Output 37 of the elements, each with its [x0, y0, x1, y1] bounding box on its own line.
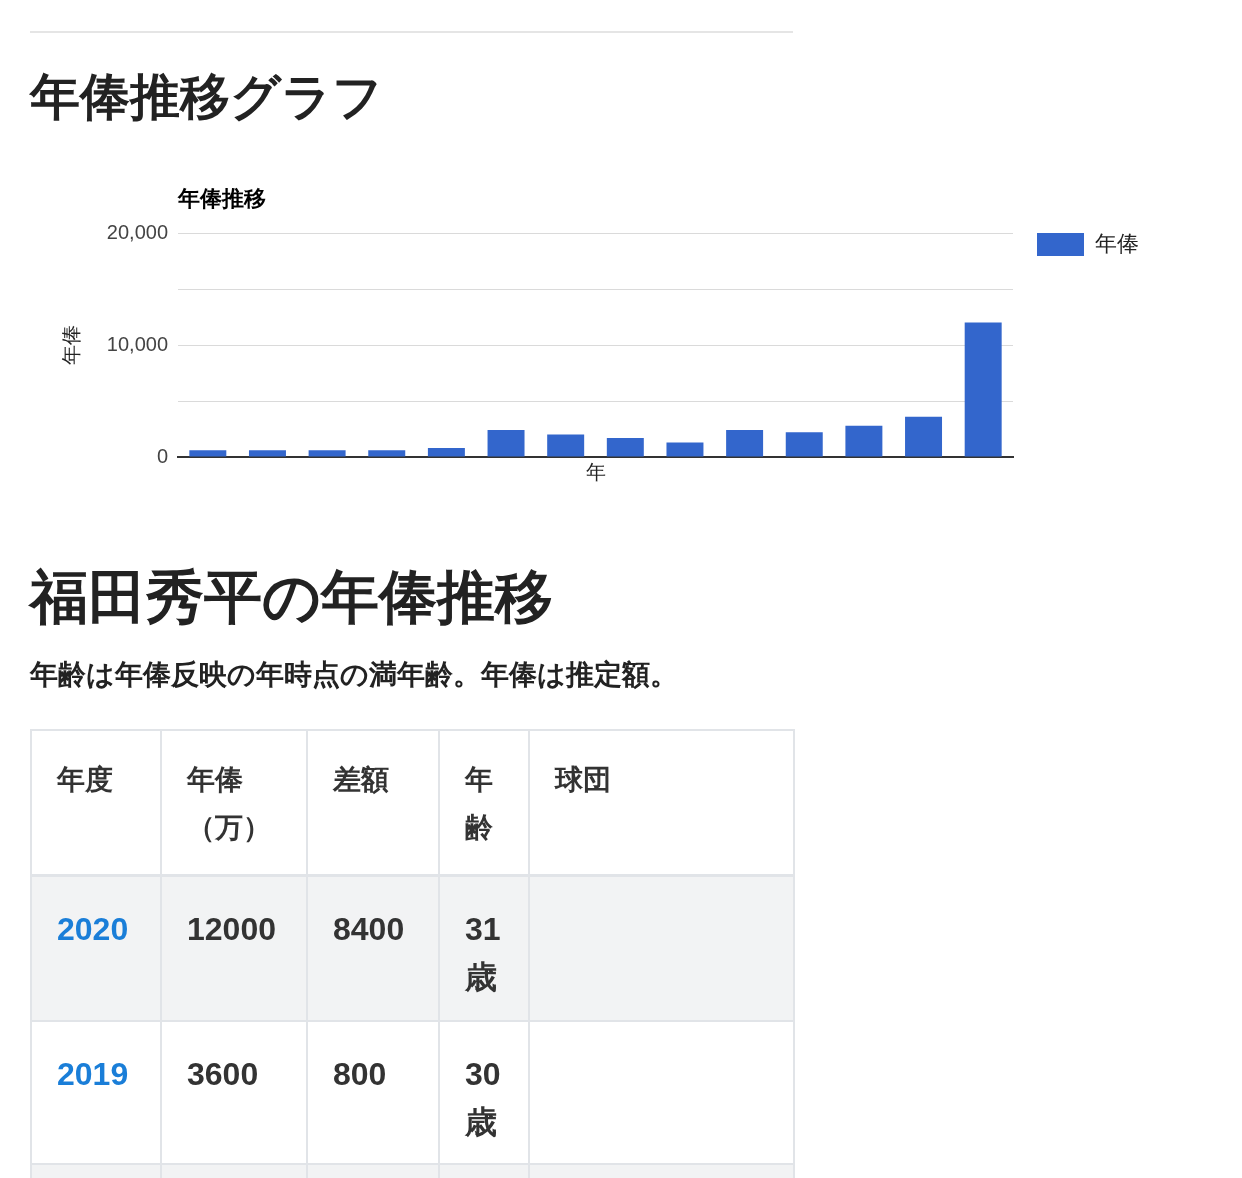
text: 年度	[57, 764, 113, 795]
chart-title: 年俸推移グラフ	[30, 69, 383, 125]
bar	[785, 432, 823, 457]
text: 8400	[333, 910, 405, 947]
bar	[547, 434, 585, 457]
text: 年齢は年俸反映の年時点の満年齢。年俸は推定額。	[30, 659, 678, 690]
text: 30歳	[465, 1056, 501, 1140]
category-label: 差額	[333, 764, 389, 795]
chart-subtitle: 年俸推移	[177, 186, 266, 212]
category-label: 2019	[57, 1056, 129, 1092]
bar	[487, 430, 525, 457]
text: 12000	[187, 910, 276, 947]
y-axis-title: 年俸	[59, 325, 82, 365]
x-axis-title: 年	[585, 460, 606, 483]
bar	[845, 425, 883, 457]
bar	[308, 450, 346, 457]
text: 3600	[187, 1056, 259, 1092]
legend-label: 年俸	[1095, 230, 1139, 256]
category-label: 球団	[555, 764, 611, 795]
text: 31歳	[465, 910, 501, 995]
bar	[606, 437, 644, 457]
bar	[189, 450, 227, 457]
bar	[368, 450, 406, 457]
bar	[964, 322, 1002, 457]
category-label: 2020	[57, 910, 129, 947]
bar	[726, 430, 764, 457]
category-label: 年俸（万）	[187, 764, 271, 843]
text: 800	[333, 1056, 387, 1092]
y-tick-label: 0	[156, 444, 168, 467]
bar	[248, 450, 286, 457]
text: 福田秀平の年俸推移	[30, 564, 553, 629]
bar	[427, 448, 465, 457]
category-label: 年齢	[465, 764, 493, 843]
bar	[905, 416, 943, 457]
y-tick-label: 10,000	[106, 332, 168, 355]
y-tick-label: 20,000	[106, 220, 168, 243]
bar	[666, 442, 704, 457]
